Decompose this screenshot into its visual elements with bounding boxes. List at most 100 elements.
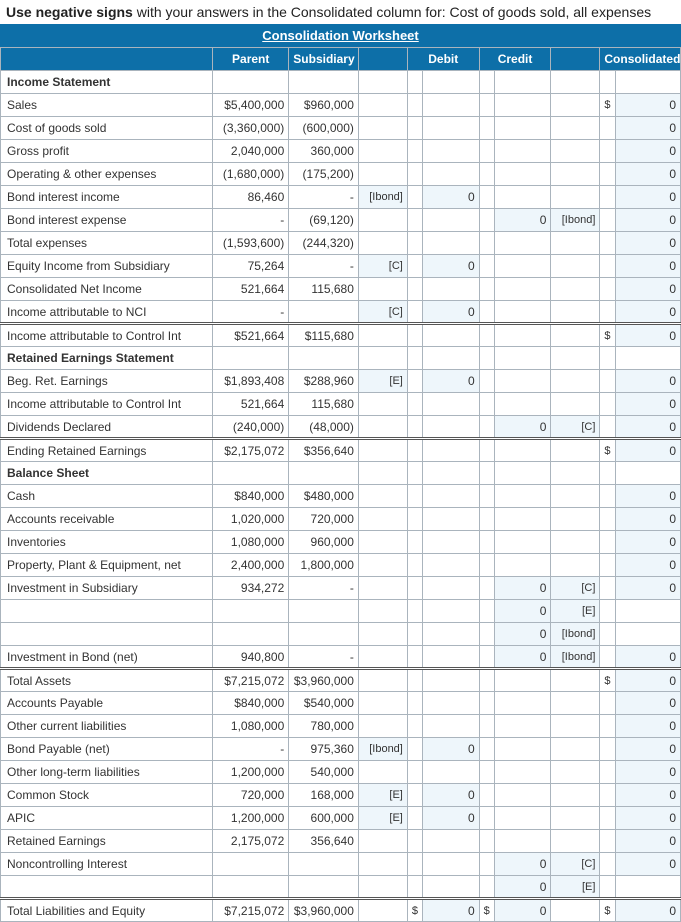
credit-elim[interactable]: [C]: [551, 416, 600, 439]
debit-val: [423, 163, 480, 186]
cons-val[interactable]: 0: [615, 278, 680, 301]
debit-elim: [358, 209, 407, 232]
debit-dollar: [407, 485, 422, 508]
credit-val[interactable]: 0: [494, 416, 551, 439]
sub-val: 168,000: [289, 784, 359, 807]
cons-val[interactable]: 0: [615, 485, 680, 508]
credit-elim: [551, 554, 600, 577]
cons-val[interactable]: 0: [615, 738, 680, 761]
cons-val[interactable]: 0: [615, 899, 680, 922]
credit-elim[interactable]: [E]: [551, 876, 600, 899]
debit-dollar: [407, 876, 422, 899]
cons-val[interactable]: 0: [615, 554, 680, 577]
credit-val: [494, 140, 551, 163]
hdr-credit: Credit: [479, 48, 551, 71]
credit-elim[interactable]: [C]: [551, 853, 600, 876]
cons-val[interactable]: 0: [615, 163, 680, 186]
credit-val[interactable]: 0: [494, 646, 551, 669]
cons-val[interactable]: 0: [615, 370, 680, 393]
cons-val[interactable]: 0: [615, 324, 680, 347]
debit-elim[interactable]: [C]: [358, 301, 407, 324]
cons-val[interactable]: 0: [615, 531, 680, 554]
debit-val[interactable]: 0: [423, 255, 480, 278]
credit-dollar: [479, 485, 494, 508]
cons-val[interactable]: 0: [615, 209, 680, 232]
cons-dollar: [600, 715, 615, 738]
debit-val: [423, 853, 480, 876]
cons-val[interactable]: 0: [615, 416, 680, 439]
credit-elim[interactable]: [E]: [551, 600, 600, 623]
parent-val: (240,000): [213, 416, 289, 439]
row-label: Retained Earnings: [1, 830, 213, 853]
credit-elim[interactable]: [C]: [551, 577, 600, 600]
debit-elim[interactable]: [E]: [358, 807, 407, 830]
debit-elim[interactable]: [Ibond]: [358, 186, 407, 209]
credit-elim[interactable]: [Ibond]: [551, 209, 600, 232]
cons-val[interactable]: 0: [615, 761, 680, 784]
debit-elim[interactable]: [C]: [358, 255, 407, 278]
cons-val[interactable]: 0: [615, 646, 680, 669]
cons-val[interactable]: 0: [615, 301, 680, 324]
debit-elim[interactable]: [Ibond]: [358, 738, 407, 761]
cons-dollar: [600, 807, 615, 830]
cons-val[interactable]: 0: [615, 853, 680, 876]
parent-val: -: [213, 738, 289, 761]
row-label: Equity Income from Subsidiary: [1, 255, 213, 278]
table-row: Bond Payable (net)-975,360[Ibond]00: [1, 738, 681, 761]
cons-val[interactable]: 0: [615, 784, 680, 807]
cons-val[interactable]: 0: [615, 393, 680, 416]
cons-val[interactable]: 0: [615, 508, 680, 531]
cons-dollar: [600, 416, 615, 439]
debit-val[interactable]: 0: [423, 738, 480, 761]
cons-val[interactable]: 0: [615, 439, 680, 462]
cons-val[interactable]: 0: [615, 140, 680, 163]
cons-val[interactable]: 0: [615, 94, 680, 117]
debit-val[interactable]: 0: [423, 370, 480, 393]
cons-val[interactable]: 0: [615, 715, 680, 738]
debit-val[interactable]: 0: [423, 899, 480, 922]
cons-val[interactable]: 0: [615, 807, 680, 830]
credit-val[interactable]: 0: [494, 209, 551, 232]
cons-val[interactable]: 0: [615, 577, 680, 600]
debit-val[interactable]: 0: [423, 301, 480, 324]
debit-val[interactable]: 0: [423, 807, 480, 830]
debit-dollar: [407, 117, 422, 140]
credit-val[interactable]: 0: [494, 600, 551, 623]
debit-dollar: [407, 853, 422, 876]
parent-val: 75,264: [213, 255, 289, 278]
credit-elim: [551, 163, 600, 186]
cons-dollar: [600, 738, 615, 761]
credit-val[interactable]: 0: [494, 876, 551, 899]
row-label: [1, 876, 213, 899]
cons-val[interactable]: 0: [615, 232, 680, 255]
debit-elim: [358, 117, 407, 140]
cons-val[interactable]: 0: [615, 255, 680, 278]
cons-val[interactable]: 0: [615, 186, 680, 209]
credit-val[interactable]: 0: [494, 899, 551, 922]
credit-val: [494, 508, 551, 531]
credit-elim[interactable]: [Ibond]: [551, 623, 600, 646]
credit-val: [494, 715, 551, 738]
credit-val[interactable]: 0: [494, 853, 551, 876]
debit-elim: [358, 761, 407, 784]
cons-val[interactable]: 0: [615, 830, 680, 853]
debit-elim[interactable]: [E]: [358, 784, 407, 807]
debit-elim: [358, 600, 407, 623]
table-row: Total Liabilities and Equity$7,215,072$3…: [1, 899, 681, 922]
cons-val[interactable]: 0: [615, 692, 680, 715]
debit-dollar: [407, 209, 422, 232]
parent-val: 1,020,000: [213, 508, 289, 531]
credit-elim: [551, 94, 600, 117]
debit-val[interactable]: 0: [423, 784, 480, 807]
credit-val[interactable]: 0: [494, 623, 551, 646]
table-row: Noncontrolling Interest0[C]0: [1, 853, 681, 876]
debit-elim[interactable]: [E]: [358, 370, 407, 393]
cons-val[interactable]: 0: [615, 117, 680, 140]
credit-elim: [551, 738, 600, 761]
section-row: Retained Earnings Statement: [1, 347, 681, 370]
cons-val[interactable]: 0: [615, 669, 680, 692]
credit-val[interactable]: 0: [494, 577, 551, 600]
debit-val[interactable]: 0: [423, 186, 480, 209]
debit-val: [423, 761, 480, 784]
credit-elim[interactable]: [Ibond]: [551, 646, 600, 669]
